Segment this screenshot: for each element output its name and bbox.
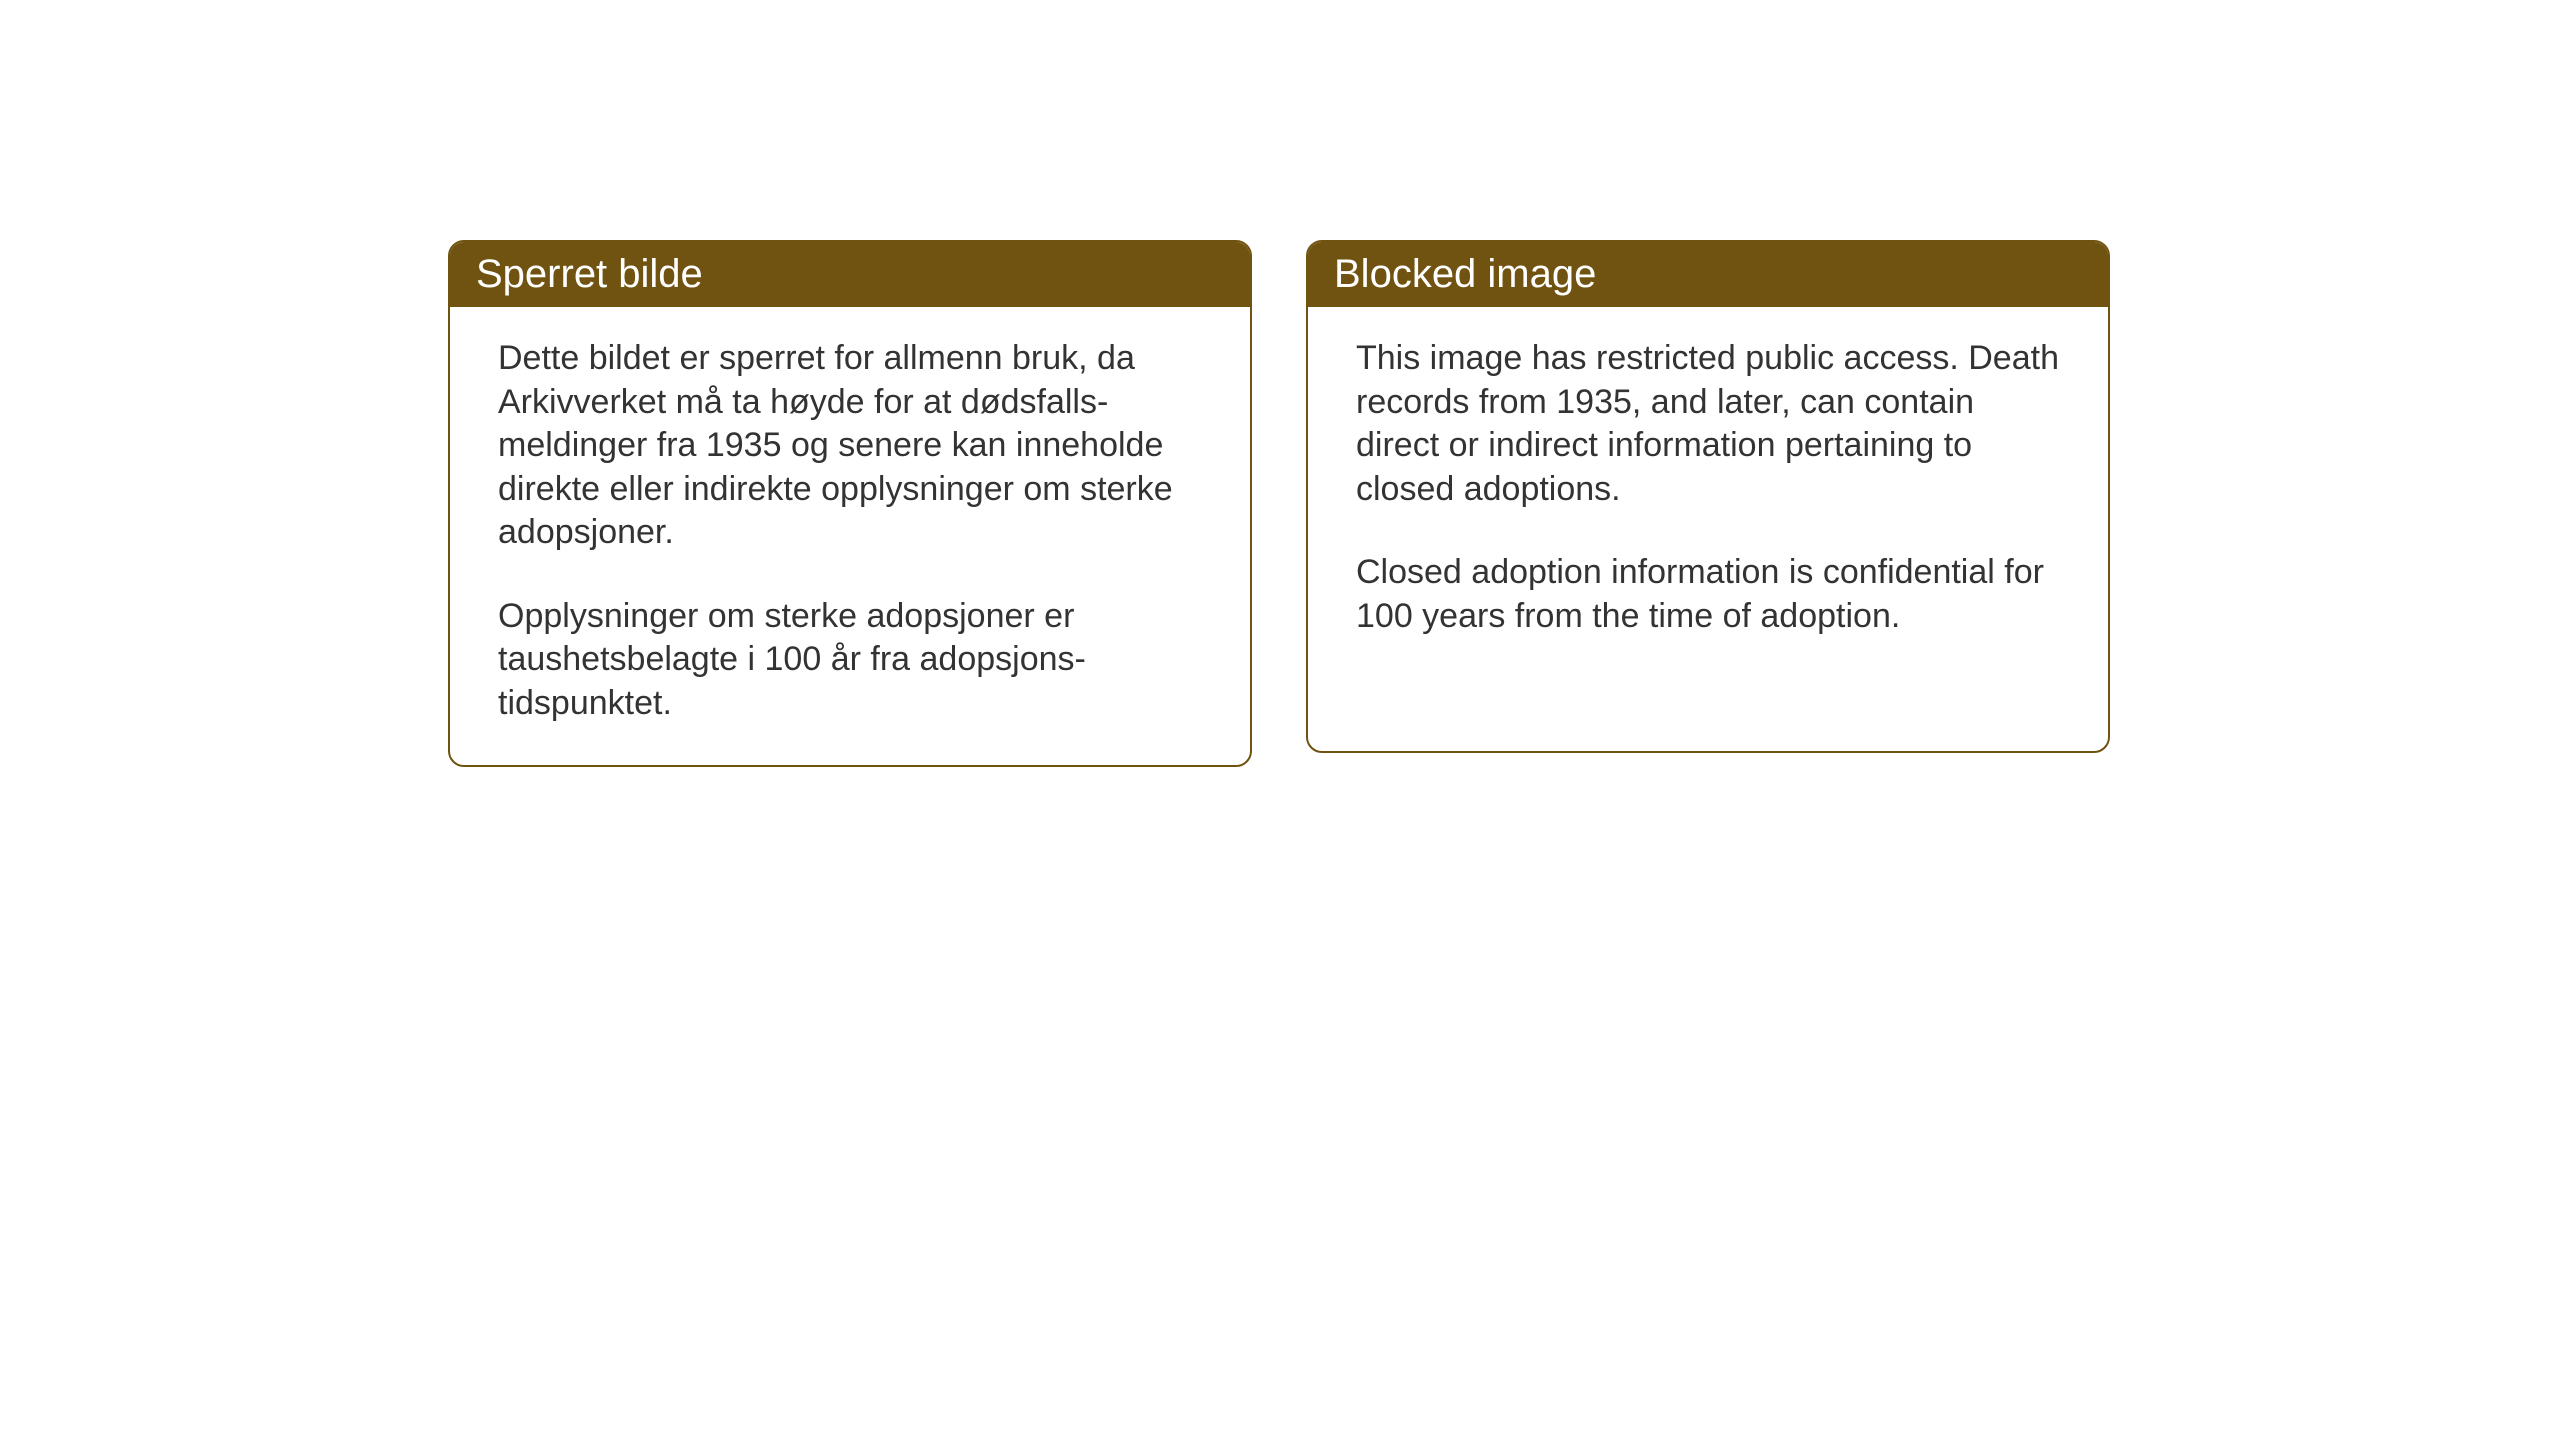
card-body-norwegian: Dette bildet er sperret for allmenn bruk…: [450, 307, 1250, 765]
card-paragraph-2-norwegian: Opplysninger om sterke adopsjoner er tau…: [498, 595, 1202, 726]
card-paragraph-1-english: This image has restricted public access.…: [1356, 337, 2060, 511]
card-header-norwegian: Sperret bilde: [450, 242, 1250, 307]
card-paragraph-2-english: Closed adoption information is confident…: [1356, 551, 2060, 638]
card-header-english: Blocked image: [1308, 242, 2108, 307]
card-body-english: This image has restricted public access.…: [1308, 307, 2108, 678]
card-paragraph-1-norwegian: Dette bildet er sperret for allmenn bruk…: [498, 337, 1202, 555]
card-title-english: Blocked image: [1334, 252, 1596, 296]
notice-card-norwegian: Sperret bilde Dette bildet er sperret fo…: [448, 240, 1252, 767]
card-title-norwegian: Sperret bilde: [476, 252, 703, 296]
notice-cards-container: Sperret bilde Dette bildet er sperret fo…: [448, 240, 2110, 767]
notice-card-english: Blocked image This image has restricted …: [1306, 240, 2110, 753]
